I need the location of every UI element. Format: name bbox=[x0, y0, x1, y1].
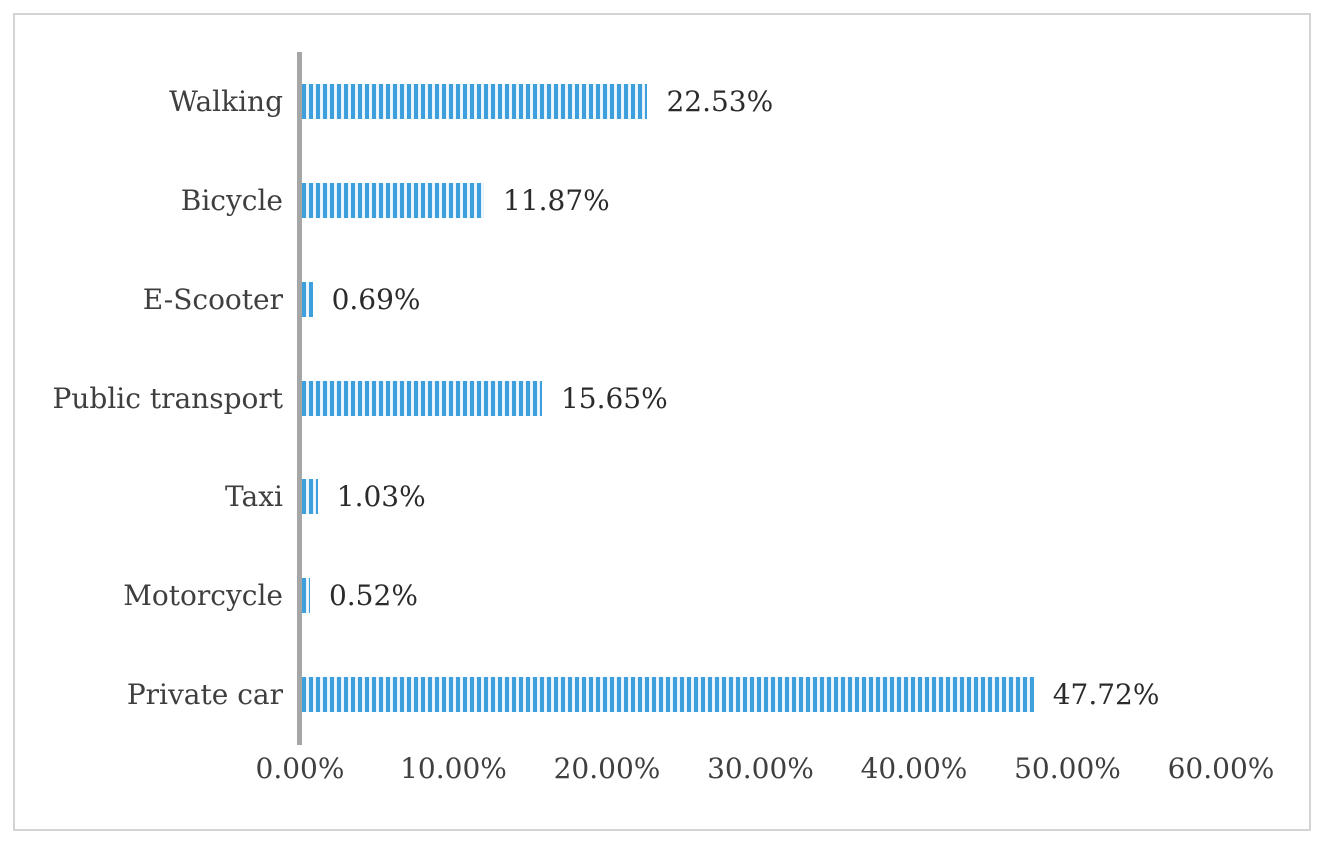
bar-row: 1.03% bbox=[302, 447, 1222, 546]
x-axis-tick-label: 30.00% bbox=[707, 752, 814, 785]
x-axis-tick-label: 50.00% bbox=[1014, 752, 1121, 785]
category-label: Bicycle bbox=[180, 183, 283, 217]
bar bbox=[302, 83, 648, 119]
bar bbox=[302, 182, 484, 218]
x-axis-tick-label: 20.00% bbox=[553, 752, 661, 785]
data-label: 22.53% bbox=[666, 84, 774, 118]
bar-row: 22.53% bbox=[302, 52, 1222, 151]
data-label: 0.52% bbox=[328, 579, 418, 613]
y-axis-line bbox=[297, 52, 302, 745]
bar-row: 0.52% bbox=[302, 546, 1222, 645]
bar bbox=[302, 281, 313, 317]
category-axis-labels: Walking Bicycle E-Scooter Public transport T… bbox=[0, 52, 283, 744]
category-label: Private car bbox=[126, 678, 283, 712]
category-label: Walking bbox=[169, 84, 283, 118]
data-label: 1.03% bbox=[336, 480, 426, 514]
data-label: 47.72% bbox=[1052, 678, 1160, 712]
bar-row: 11.87% bbox=[302, 151, 1222, 250]
category-label: Motorcycle bbox=[123, 579, 283, 613]
category-label: E-Scooter bbox=[142, 282, 283, 316]
bar bbox=[302, 479, 318, 515]
data-label: 11.87% bbox=[503, 183, 610, 217]
category-label: Taxi bbox=[225, 480, 283, 514]
x-axis-tick-labels: 0.00% 10.00% 20.00% 30.00% 40.00% 50.00% 60.00… bbox=[256, 752, 1275, 792]
bar-row: 0.69% bbox=[302, 250, 1222, 349]
data-label: 0.69% bbox=[331, 282, 421, 316]
bar bbox=[302, 578, 310, 614]
bar-row: 47.72% bbox=[302, 645, 1222, 744]
bar bbox=[302, 380, 542, 416]
plot-area: 22.53% 11.87% 0.69% 15.65% 1.03% 0.52% 47.72% bbox=[302, 52, 1222, 744]
x-axis-tick-label: 40.00% bbox=[860, 752, 968, 785]
bar-row: 15.65% bbox=[302, 349, 1222, 448]
x-axis-tick-label: 60.00% bbox=[1167, 752, 1275, 785]
x-axis-tick-label: 0.00% bbox=[255, 752, 345, 785]
x-axis-tick-label: 10.00% bbox=[400, 752, 507, 785]
data-label: 15.65% bbox=[560, 381, 668, 415]
bar bbox=[302, 677, 1034, 713]
category-label: Public transport bbox=[52, 381, 283, 415]
